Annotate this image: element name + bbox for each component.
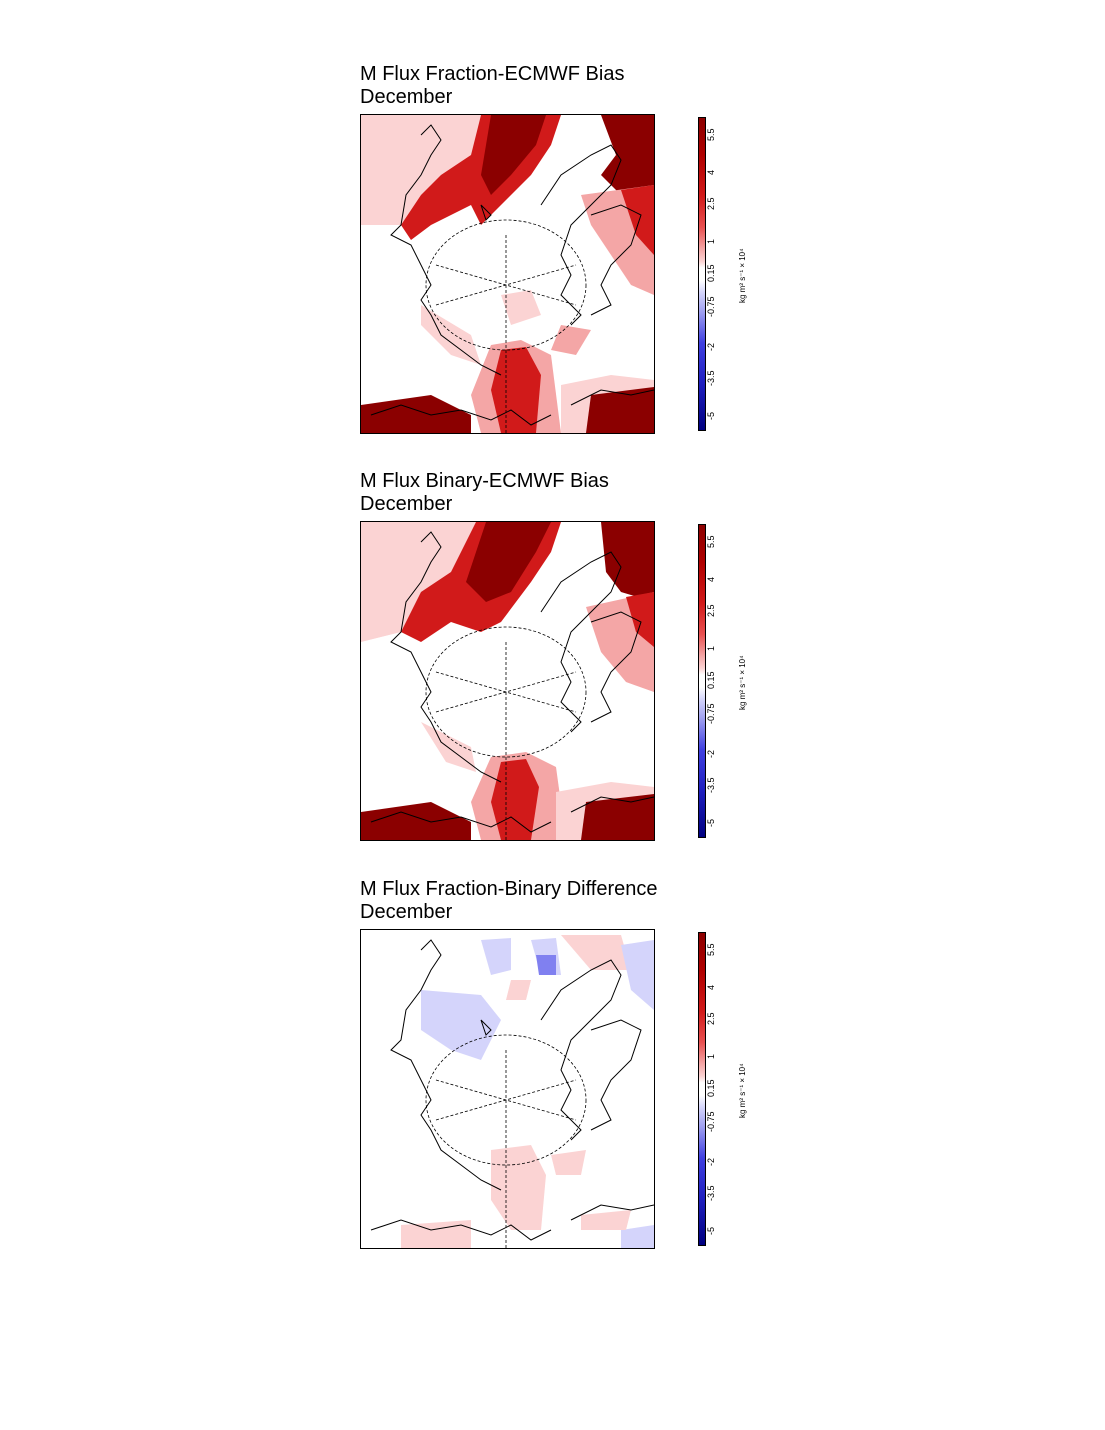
polar-map <box>360 521 655 841</box>
panel-binary-ecmwf: M Flux Binary-ECMWF Bias December <box>0 0 1105 841</box>
colorbar-tick-label: -3.5 <box>706 777 716 793</box>
coastlines <box>370 124 654 426</box>
colorbar-tick-label: 2.5 <box>706 604 716 617</box>
colorbar-tick-label: -0.75 <box>706 703 716 724</box>
panel-fraction-binary: M Flux Fraction-Binary Difference Decemb… <box>0 0 1105 1249</box>
panel-title: M Flux Binary-ECMWF Bias December <box>360 470 609 516</box>
coastlines <box>370 531 654 833</box>
panel-title-line: M Flux Binary-ECMWF Bias <box>360 470 609 492</box>
graticule <box>425 626 587 840</box>
polar-map <box>360 929 655 1249</box>
colorbar-tick-label: -2 <box>706 750 716 759</box>
colorbar-tick-label: 5.5 <box>706 535 716 548</box>
panel-fraction-ecmwf: M Flux Fraction-ECMWF Bias December <box>0 0 1105 434</box>
colorbar-ticks: 5.5 4 2.5 1 0.15 -0.75 -2 -3.5 -5 <box>706 932 726 1246</box>
colorbar <box>698 932 706 1246</box>
polar-map <box>360 114 655 434</box>
panel-subtitle: December <box>360 493 453 515</box>
colorbar <box>698 524 706 838</box>
colorbar-tick-label: -0.75 <box>706 1111 716 1132</box>
colorbar-unit-label: kg m² s⁻¹ × 10⁴ <box>738 655 747 710</box>
coastlines <box>370 939 654 1241</box>
colorbar-tick-label: 0.15 <box>706 1079 716 1097</box>
colorbar-tick-label: 5.5 <box>706 943 716 956</box>
colorbar-tick-label: -3.5 <box>706 1185 716 1201</box>
colorbar-tick-label: 1 <box>706 646 716 652</box>
colorbar-tick-label: 4 <box>706 985 716 991</box>
difference-fill <box>401 935 654 1248</box>
panel-title: M Flux Fraction-ECMWF Bias December <box>360 63 624 109</box>
colorbar-tick-label: 4 <box>706 577 716 583</box>
panel-title: M Flux Fraction-Binary Difference Decemb… <box>360 878 658 924</box>
graticule <box>425 1034 587 1248</box>
bias-fill <box>361 522 654 840</box>
colorbar-tick-label: 1 <box>706 1054 716 1060</box>
panel-subtitle: December <box>360 901 453 923</box>
colorbar-tick-label: -2 <box>706 1158 716 1167</box>
colorbar-unit-label: kg m² s⁻¹ × 10⁴ <box>738 1063 747 1118</box>
panel-title-line: M Flux Fraction-Binary Difference <box>360 878 658 900</box>
map-canvas <box>370 935 654 1248</box>
colorbar-tick-label: -5 <box>706 819 716 828</box>
colorbar-tick-label: -5 <box>706 1227 716 1236</box>
map-canvas <box>361 522 654 840</box>
colorbar-tick-label: 0.15 <box>706 671 716 689</box>
colorbar-tick-label: 2.5 <box>706 1012 716 1025</box>
map-canvas <box>361 115 654 433</box>
graticule <box>425 219 587 433</box>
colorbar-ticks: 5.5 4 2.5 1 0.15 -0.75 -2 -3.5 -5 <box>706 524 726 838</box>
colorbar <box>698 117 706 431</box>
panel-title-line: M Flux Fraction-ECMWF Bias <box>360 63 625 85</box>
panel-subtitle: December <box>360 86 453 108</box>
